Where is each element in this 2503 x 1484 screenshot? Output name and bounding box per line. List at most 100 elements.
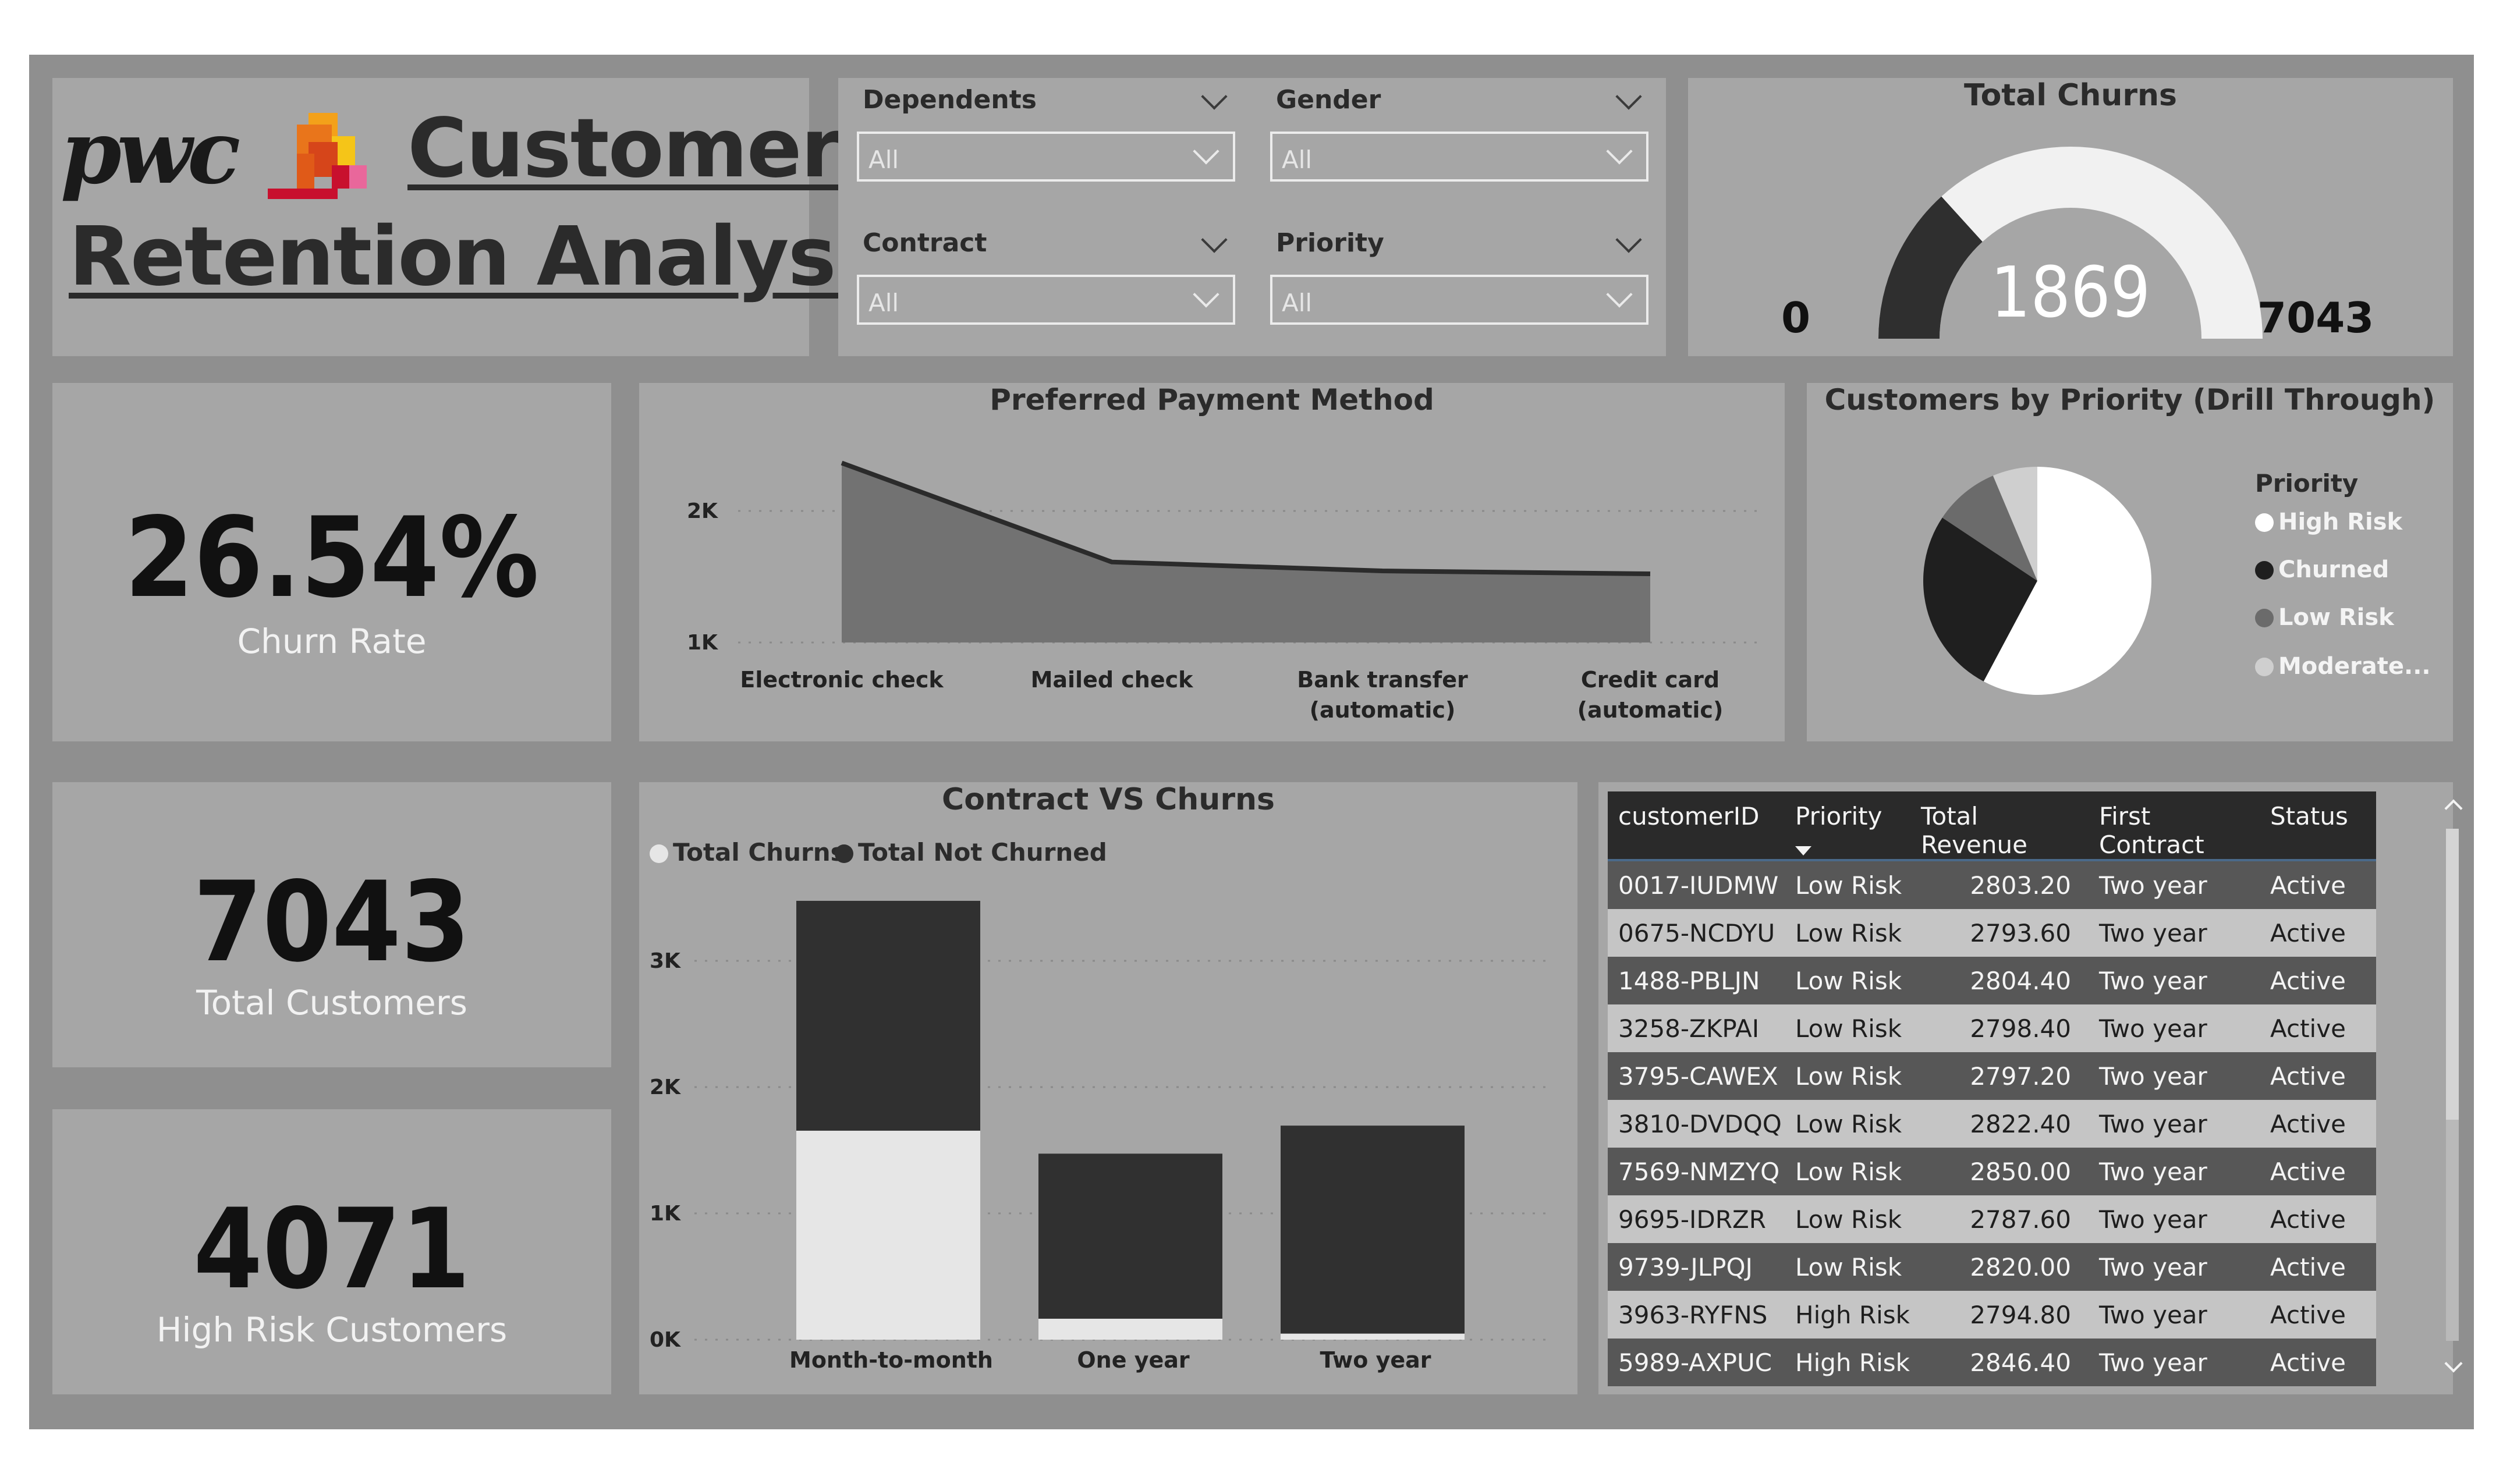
- cell-priority: Low Risk: [1785, 957, 1910, 1004]
- table-row[interactable]: 9739-JLPQJ Low Risk 2820.00 Two year Active: [1608, 1243, 2376, 1291]
- table-row[interactable]: 3795-CAWEX Low Risk 2797.20 Two year Active: [1608, 1052, 2376, 1100]
- bar-churns-one-year[interactable]: [1038, 1318, 1222, 1340]
- chevron-down-icon[interactable]: [1201, 83, 1228, 110]
- y-tick-label: 3K: [650, 949, 681, 973]
- cell-customerid: 1488-PBLJN: [1608, 957, 1785, 1004]
- x-label-mailed-check: Mailed check: [1031, 667, 1194, 693]
- col-header-total-revenue[interactable]: Total Revenue: [1910, 791, 2089, 861]
- legend-total-not-churned[interactable]: Total Not Churned: [835, 838, 1107, 867]
- pie-slice-high-risk[interactable]: [1983, 467, 2151, 695]
- legend-dot-icon: [835, 844, 853, 863]
- bar-not-churned-month-to-month[interactable]: [796, 900, 980, 1131]
- high-risk-label: High Risk Customers: [156, 1310, 508, 1350]
- cell-priority: Low Risk: [1785, 1052, 1910, 1100]
- slicers-tile: Dependents All Gender All Contract All P…: [838, 78, 1666, 356]
- slicer-contract-value: All: [868, 289, 899, 317]
- y-tick-label: 2K: [650, 1075, 681, 1099]
- x-label-bank-transfer: Bank transfer (automatic): [1297, 667, 1468, 723]
- chevron-down-icon: [1606, 138, 1633, 165]
- legend-label: Churned: [2278, 556, 2389, 583]
- churn-rate-label: Churn Rate: [237, 622, 427, 661]
- legend-churned[interactable]: Churned: [2255, 556, 2389, 583]
- cell-customerid: 5989-AXPUC: [1608, 1339, 1785, 1386]
- cell-customerid: 9695-IDRZR: [1608, 1195, 1785, 1243]
- table-body: 0017-IUDMW Low Risk 2803.20 Two year Active 0…: [1608, 860, 2376, 1386]
- table-row[interactable]: 3810-DVDQQ Low Risk 2822.40 Two year Active: [1608, 1100, 2376, 1148]
- cell-priority: Low Risk: [1785, 909, 1910, 957]
- slicer-contract-dropdown[interactable]: All: [857, 275, 1235, 325]
- col-header-first-contract[interactable]: First Contract: [2089, 791, 2260, 861]
- chevron-down-icon[interactable]: [1615, 226, 1642, 253]
- legend-dot-icon: [2255, 561, 2274, 580]
- y-tick-2k: 2K: [687, 499, 718, 523]
- cell-status: Active: [2260, 1243, 2376, 1291]
- legend-dot-icon: [2255, 658, 2274, 676]
- legend-label: Low Risk: [2278, 604, 2394, 631]
- cell-customerid: 3963-RYFNS: [1608, 1291, 1785, 1339]
- cell-total-revenue: 2846.40: [1910, 1339, 2089, 1386]
- x-label-electronic-check: Electronic check: [740, 667, 944, 693]
- slicer-gender-dropdown[interactable]: All: [1270, 132, 1648, 182]
- sort-descending-icon[interactable]: [1795, 846, 1811, 855]
- payment-method-card: Preferred Payment Method 2K 1K Electroni…: [639, 383, 1785, 741]
- cell-first-contract: Two year: [2089, 1339, 2260, 1386]
- table-row[interactable]: 0017-IUDMW Low Risk 2803.20 Two year Active: [1608, 860, 2376, 909]
- contract-bar-chart[interactable]: 3K 2K 1K 0K Month-to-month One year Two year: [639, 782, 1577, 1394]
- legend-total-churns[interactable]: Total Churns: [650, 838, 845, 867]
- slicer-priority-dropdown[interactable]: All: [1270, 275, 1648, 325]
- table-row[interactable]: 3258-ZKPAI Low Risk 2798.40 Two year Active: [1608, 1004, 2376, 1052]
- x-label-two-year: Two year: [1320, 1347, 1431, 1373]
- table-row[interactable]: 7569-NMZYQ Low Risk 2850.00 Two year Active: [1608, 1148, 2376, 1195]
- legend-label: High Risk: [2278, 509, 2403, 535]
- x-label-credit-card: Credit card (automatic): [1577, 667, 1724, 723]
- table-row[interactable]: 5989-AXPUC High Risk 2846.40 Two year Active: [1608, 1339, 2376, 1386]
- payment-area-chart[interactable]: 2K 1K Electronic check Mailed check Bank…: [639, 383, 1785, 741]
- chevron-down-icon[interactable]: [1615, 83, 1642, 110]
- x-label-one-year: One year: [1077, 1347, 1190, 1373]
- legend-high-risk[interactable]: High Risk: [2255, 509, 2402, 535]
- cell-first-contract: Two year: [2089, 1195, 2260, 1243]
- table-row[interactable]: 0675-NCDYU Low Risk 2793.60 Two year Active: [1608, 909, 2376, 957]
- gauge-max: 7043: [2257, 293, 2374, 342]
- gauge-chart[interactable]: [1688, 78, 2453, 356]
- bar-churns-month-to-month[interactable]: [796, 1130, 980, 1340]
- chevron-down-icon[interactable]: [1201, 226, 1228, 253]
- cell-first-contract: Two year: [2089, 1148, 2260, 1195]
- legend-low-risk[interactable]: Low Risk: [2255, 604, 2394, 631]
- scrollbar-thumb[interactable]: [2446, 829, 2459, 1120]
- pwc-logo-text: pwc: [61, 101, 240, 204]
- cell-total-revenue: 2822.40: [1910, 1100, 2089, 1148]
- priority-pie-chart[interactable]: [1807, 383, 2453, 741]
- pie-slice-moderate[interactable]: [1993, 467, 2037, 581]
- payment-chart-title: Preferred Payment Method: [990, 383, 1434, 417]
- pie-slice-low-risk[interactable]: [1942, 475, 2037, 581]
- col-header-priority[interactable]: Priority: [1785, 791, 1910, 861]
- bar-not-churned-two-year[interactable]: [1281, 1126, 1465, 1334]
- legend-dot-icon: [2255, 513, 2274, 532]
- col-header-status[interactable]: Status: [2260, 791, 2376, 861]
- pie-slice-churned[interactable]: [1923, 517, 2037, 681]
- high-risk-value: 4071: [193, 1185, 470, 1313]
- y-tick-1k: 1K: [687, 631, 718, 655]
- table-row[interactable]: 3963-RYFNS High Risk 2794.80 Two year Active: [1608, 1291, 2376, 1339]
- priority-pie-card: Customers by Priority (Drill Through) Pr…: [1807, 383, 2453, 741]
- slicer-gender-label: Gender: [1276, 85, 1381, 115]
- cell-priority: Low Risk: [1785, 860, 1910, 909]
- table-row[interactable]: 1488-PBLJN Low Risk 2804.40 Two year Active: [1608, 957, 2376, 1004]
- legend-moderate[interactable]: Moderate...: [2255, 653, 2431, 680]
- contract-churns-card: Contract VS Churns Total Churns Total No…: [639, 782, 1577, 1394]
- legend-label: Moderate...: [2278, 653, 2431, 680]
- y-tick-label: 0K: [650, 1328, 681, 1352]
- col-header-customerid[interactable]: customerID: [1608, 791, 1785, 861]
- cell-customerid: 3258-ZKPAI: [1608, 1004, 1785, 1052]
- slicer-dependents-dropdown[interactable]: All: [857, 132, 1235, 182]
- payment-area-fill: [842, 463, 1650, 642]
- cell-customerid: 3810-DVDQQ: [1608, 1100, 1785, 1148]
- cell-status: Active: [2260, 1291, 2376, 1339]
- gauge-tile: Total Churns 1869 0 7043: [1688, 78, 2453, 356]
- bar-not-churned-one-year[interactable]: [1038, 1153, 1222, 1319]
- cell-first-contract: Two year: [2089, 1243, 2260, 1291]
- gauge-fill: [1878, 196, 1983, 339]
- bar-churns-two-year[interactable]: [1281, 1333, 1465, 1340]
- table-row[interactable]: 9695-IDRZR Low Risk 2787.60 Two year Active: [1608, 1195, 2376, 1243]
